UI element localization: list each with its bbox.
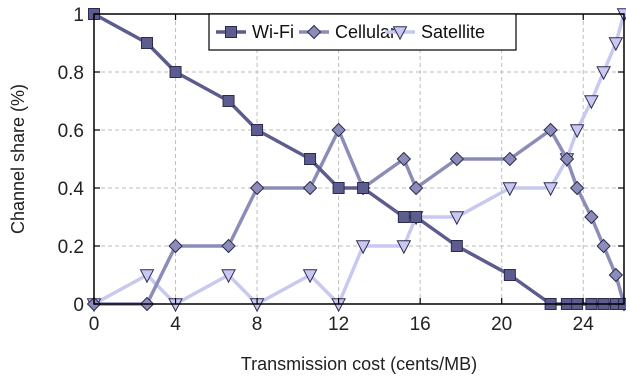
data-point-cellular [502, 151, 518, 167]
legend-box [208, 13, 517, 51]
legend-label-satellite: Satellite [421, 22, 485, 42]
legend-entry-wi-fi: Wi-Fi [216, 22, 294, 42]
data-point-cellular [569, 180, 585, 196]
y-tick-label: 0.4 [58, 179, 85, 200]
legend-label-cellular: Cellular [335, 22, 396, 42]
data-point-wi-fi [397, 211, 410, 223]
legend-label-wi-fi: Wi-Fi [252, 22, 294, 42]
data-point-cellular [221, 238, 236, 254]
y-tick-label: 0 [73, 295, 84, 316]
y-tick-label: 0.8 [58, 63, 84, 84]
data-point-wi-fi [304, 153, 317, 165]
data-point-satellite [302, 269, 318, 284]
data-point-satellite [608, 37, 624, 52]
series-line-satellite [93, 13, 626, 306]
data-point-wi-fi [503, 269, 516, 281]
data-point-cellular [596, 238, 611, 254]
y-tick-label: 1 [73, 5, 84, 26]
data-point-satellite [543, 182, 558, 197]
data-point-wi-fi [357, 182, 370, 194]
series-cellular [86, 122, 626, 312]
data-point-cellular [449, 151, 465, 167]
x-axis-title: Transmission cost (cents/MB) [241, 354, 477, 374]
y-tick-label: 0.6 [58, 121, 84, 142]
x-tick-label: 0 [89, 314, 100, 335]
data-point-cellular [396, 151, 412, 167]
x-tick-label: 8 [252, 314, 263, 335]
legend-marker-cellular [306, 24, 322, 40]
series-line-cellular [94, 128, 626, 306]
x-tick-label: 12 [328, 314, 349, 335]
data-point-cellular [559, 151, 575, 167]
data-point-wi-fi [332, 182, 345, 194]
data-point-satellite [449, 211, 465, 226]
x-tick-label: 4 [170, 314, 181, 335]
data-point-cellular [543, 122, 558, 138]
series-layer [86, 8, 626, 313]
data-point-cellular [584, 209, 599, 225]
data-point-satellite [396, 240, 412, 255]
data-point-cellular [408, 180, 424, 196]
data-point-wi-fi [222, 95, 235, 107]
legend-entry-cellular: Cellular [299, 22, 396, 42]
y-tick-label: 0.2 [58, 237, 84, 258]
x-tick-label: 20 [491, 314, 512, 335]
data-point-satellite [569, 124, 585, 139]
grid-lines [94, 14, 624, 304]
data-point-wi-fi [450, 240, 463, 252]
data-point-satellite [221, 269, 236, 284]
legend-entry-satellite: Satellite [385, 22, 485, 42]
data-point-wi-fi [410, 211, 423, 223]
data-point-cellular [302, 180, 318, 196]
x-tick-label: 16 [410, 314, 431, 335]
data-point-cellular [331, 122, 346, 138]
y-axis-title: Channel share (%) [8, 84, 28, 234]
data-point-cellular [249, 180, 265, 196]
data-point-satellite [596, 66, 611, 81]
data-point-wi-fi [141, 37, 153, 49]
data-point-satellite [139, 269, 155, 284]
data-point-cellular [608, 267, 624, 283]
data-point-satellite [502, 182, 518, 197]
legend: Wi-Fi Cellular Satellite [208, 13, 517, 51]
axis-ticks: 0 0.2 0.4 0.6 0.8 1 0 4 8 12 16 20 24 [58, 5, 624, 335]
legend-marker-wi-fi [225, 26, 237, 38]
data-point-satellite [584, 95, 599, 110]
data-point-satellite [355, 240, 371, 255]
series-line-wi-fi [93, 12, 624, 306]
plot-frame [93, 13, 625, 305]
data-point-wi-fi [251, 124, 264, 136]
series-wi-fi [88, 8, 626, 310]
data-point-cellular [168, 238, 183, 254]
data-point-wi-fi [169, 66, 182, 78]
legend-marker-satellite [392, 26, 408, 41]
series-satellite [86, 8, 626, 313]
x-tick-label: 24 [573, 314, 595, 335]
